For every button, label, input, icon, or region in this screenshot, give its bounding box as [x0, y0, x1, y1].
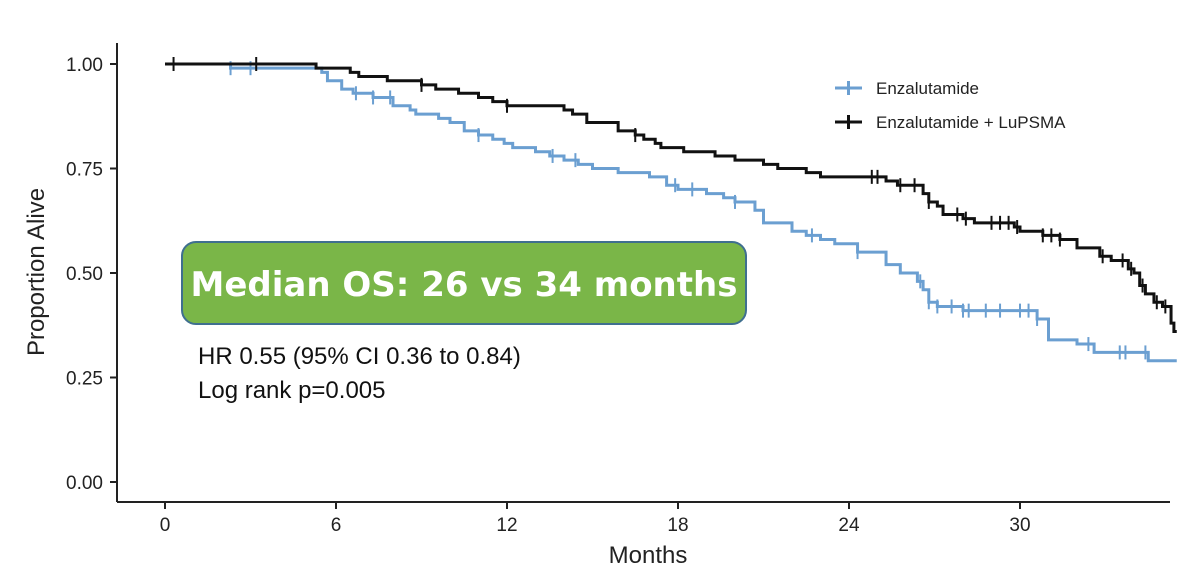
survival-curve — [165, 62, 1177, 334]
legend: Enzalutamide Enzalutamide + LuPSMA — [835, 79, 1066, 132]
legend-item-enzalutamide: Enzalutamide — [835, 79, 979, 98]
series-enzalutamide — [165, 61, 1177, 363]
y-tick-label: 0.00 — [66, 473, 103, 494]
series-layer — [165, 57, 1177, 363]
stats-annotation: HR 0.55 (95% CI 0.36 to 0.84) Log rank p… — [198, 343, 521, 404]
x-tick-label: 24 — [838, 515, 860, 536]
y-axis-ticks: 0.00 0.25 0.50 0.75 1.00 — [66, 55, 117, 494]
survival-curve — [165, 62, 1177, 363]
x-tick-label: 18 — [667, 515, 688, 536]
legend-label-enzalutamide-lupsma: Enzalutamide + LuPSMA — [876, 113, 1066, 132]
y-axis-title: Proportion Alive — [23, 188, 50, 356]
axes: 0.00 0.25 0.50 0.75 1.00 0 6 12 18 24 30 Months P… — [23, 43, 1170, 569]
x-tick-label: 30 — [1009, 515, 1030, 536]
y-tick-label: 1.00 — [66, 55, 103, 76]
legend-label-enzalutamide: Enzalutamide — [876, 79, 979, 98]
y-tick-label: 0.75 — [66, 160, 103, 181]
y-tick-label: 0.50 — [66, 264, 103, 285]
hazard-ratio-text: HR 0.55 (95% CI 0.36 to 0.84) — [198, 343, 521, 370]
y-tick-label: 0.25 — [66, 369, 103, 390]
x-tick-label: 0 — [160, 515, 171, 536]
logrank-text: Log rank p=0.005 — [198, 377, 386, 404]
median-os-text: Median OS: 26 vs 34 months — [191, 265, 738, 305]
series-enzalutamide-lupsma — [165, 57, 1177, 334]
median-os-box — [181, 241, 747, 325]
x-axis-ticks: 0 6 12 18 24 30 — [160, 502, 1031, 536]
legend-item-enzalutamide-lupsma: Enzalutamide + LuPSMA — [835, 113, 1066, 132]
x-tick-label: 6 — [331, 515, 342, 536]
x-axis-title: Months — [609, 542, 688, 569]
x-tick-label: 12 — [496, 515, 517, 536]
median-os-callout: Median OS: 26 vs 34 months — [181, 241, 747, 325]
